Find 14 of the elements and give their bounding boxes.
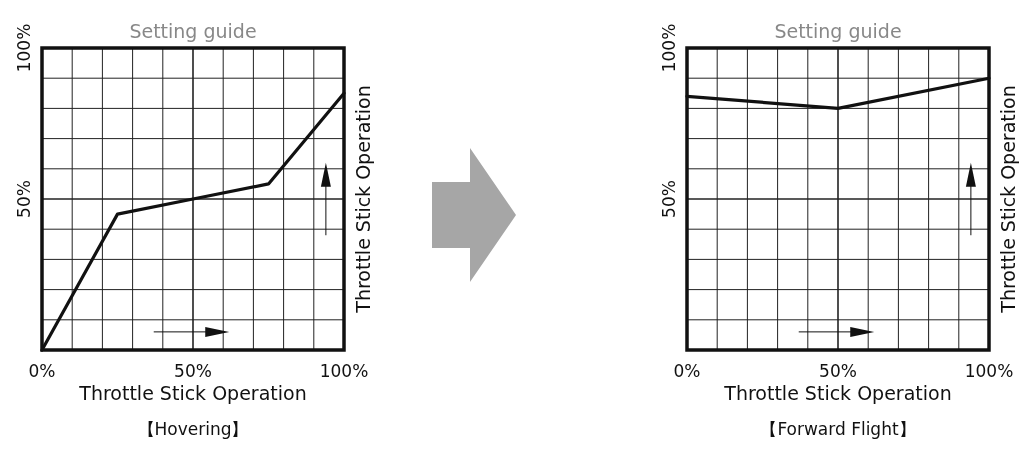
x-tick-label: 100% [319, 361, 369, 381]
chart-title: Setting guide [129, 20, 257, 42]
text: 【Forward Flight】 [760, 419, 916, 439]
y-axis-title: Throttle Stick Operation [352, 85, 374, 314]
text: 【Hovering】 [137, 419, 249, 439]
x-axis-title: Throttle Stick Operation [723, 382, 952, 404]
x-tick-label: 50% [819, 361, 857, 381]
x-tick-label: 50% [174, 361, 212, 381]
x-axis-title: Throttle Stick Operation [78, 382, 307, 404]
x-tick-label: 0% [28, 361, 56, 381]
x-tick-label: 100% [964, 361, 1014, 381]
y-axis-title: Throttle Stick Operation [997, 85, 1019, 314]
chart-title: Setting guide [774, 20, 902, 42]
x-tick-label: 0% [673, 361, 701, 381]
